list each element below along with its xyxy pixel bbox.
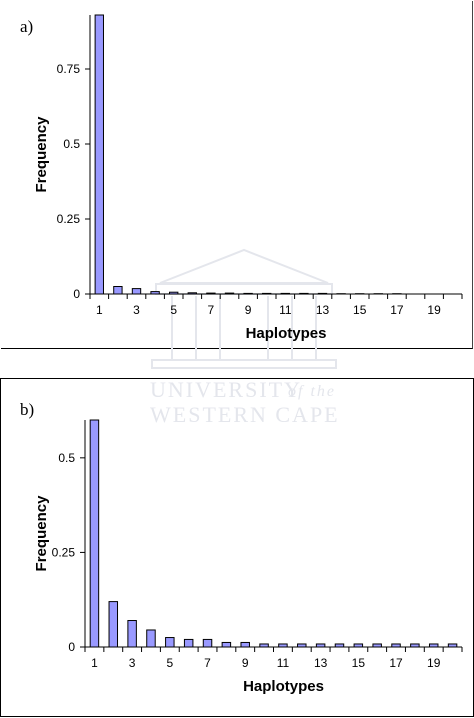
bar-haplotype-1 [94,14,104,295]
x-tick-label: 15 [352,656,366,670]
panel-label-b: b) [20,400,34,419]
bar-haplotype-11 [280,292,290,295]
x-tick-label: 17 [389,656,403,670]
x-tick-label: 11 [279,303,292,317]
x-tick-label: 13 [316,303,330,317]
y-tick-label: 0.5 [58,451,75,465]
bar-haplotype-17 [391,643,401,648]
y-tick-label: 0 [68,640,75,654]
bar-haplotype-8 [224,292,235,295]
bar-haplotype-2 [108,601,119,648]
x-tick-label: 3 [129,656,136,670]
bar-haplotype-6 [187,292,197,295]
bar-haplotype-4 [150,291,160,295]
x-tick-label: 3 [133,303,140,317]
x-tick-label: 17 [390,303,404,317]
bar-haplotype-8 [221,641,232,648]
bar-haplotype-12 [297,643,307,648]
x-tick-label: 13 [314,656,328,670]
bar-haplotype-20 [447,643,458,648]
x-axis-title: Haplotypes [246,325,327,342]
bar-haplotype-13 [317,292,328,295]
bar-haplotype-19 [428,643,439,648]
bar-haplotype-12 [299,292,309,295]
bar-haplotype-15 [353,643,364,648]
bar-haplotype-3 [131,288,142,295]
bar-haplotype-5 [169,291,179,295]
bar-haplotype-1 [89,419,100,648]
bar-haplotype-18 [410,643,420,648]
bar-haplotype-9 [240,641,250,648]
x-tick-label: 1 [96,303,103,317]
x-tick-label: 19 [427,303,441,317]
y-tick-label: 0.25 [52,545,76,559]
bar-haplotype-10 [259,643,269,648]
bar-haplotype-13 [315,643,326,648]
chart-panel-b [0,378,474,717]
x-tick-label: 11 [277,656,290,670]
bar-haplotype-3 [127,620,137,648]
y-axis-title: Frequency [33,495,50,572]
bar-haplotype-5 [165,637,175,648]
bar-haplotype-11 [278,643,288,648]
x-tick-label: 1 [91,656,98,670]
x-tick-label: 9 [245,303,252,317]
x-tick-label: 7 [204,656,211,670]
y-tick-label: 0.25 [57,212,81,226]
y-axis-title: Frequency [33,116,50,193]
bar-haplotype-7 [206,292,216,295]
x-tick-label: 5 [170,303,177,317]
y-tick-label: 0.5 [63,137,80,151]
bar-haplotype-6 [183,638,194,648]
bar-haplotype-4 [146,629,156,648]
bar-haplotype-10 [262,292,272,295]
bar-haplotype-9 [243,292,253,295]
y-tick-label: 0.75 [57,62,81,76]
x-tick-label: 5 [166,656,173,670]
bar-haplotype-2 [113,286,123,295]
x-tick-label: 19 [427,656,441,670]
bar-haplotype-16 [372,643,382,648]
x-tick-label: 15 [353,303,367,317]
panel-label-a: a) [20,17,33,36]
x-axis-title: Haplotypes [243,678,324,695]
x-tick-label: 7 [208,303,215,317]
bar-haplotype-7 [202,638,213,648]
y-tick-label: 0 [73,287,80,301]
x-tick-label: 9 [242,656,249,670]
bar-haplotype-14 [334,643,345,648]
